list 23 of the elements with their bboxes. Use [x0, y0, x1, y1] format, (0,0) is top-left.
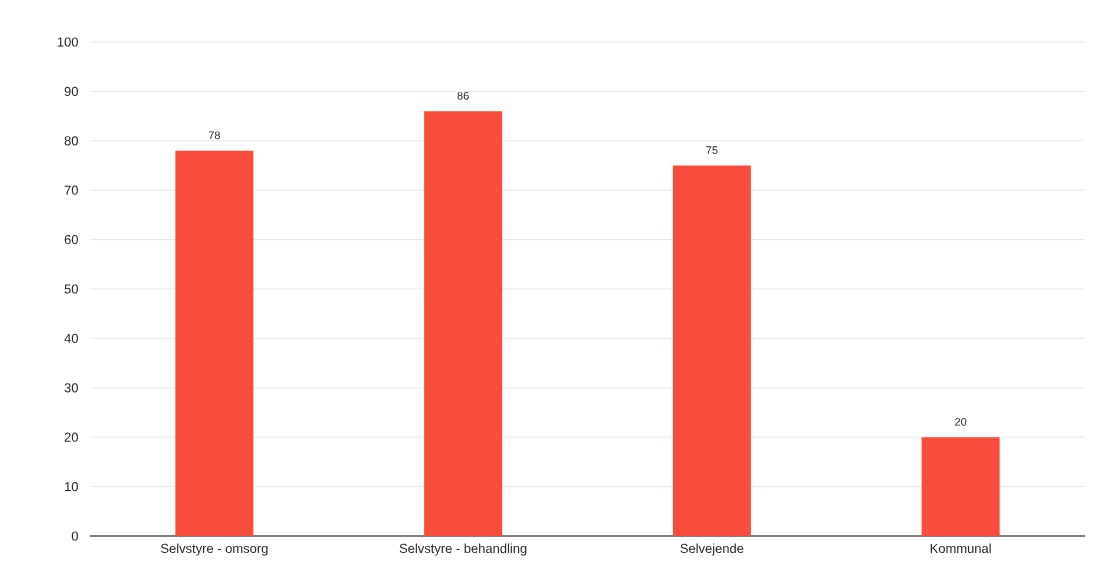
bar: [921, 437, 1000, 536]
bar: [424, 111, 503, 536]
x-tick-label: Selvejende: [680, 543, 744, 556]
bar: [672, 165, 751, 536]
data-label: 78: [208, 131, 220, 140]
y-tick-label: 80: [64, 136, 78, 146]
x-tick-label: Selvstyre - omsorg: [160, 543, 268, 556]
y-tick-label: 100: [57, 37, 78, 47]
y-tick-label: 30: [64, 383, 78, 393]
bar: [175, 150, 254, 536]
y-tick-label: 40: [64, 333, 78, 343]
data-label: 75: [706, 146, 718, 154]
y-tick-label: 60: [64, 235, 78, 245]
y-tick-label: 20: [64, 432, 78, 442]
data-label: 20: [955, 417, 967, 426]
y-tick-label: 0: [71, 531, 78, 541]
y-tick-label: 90: [64, 86, 78, 96]
y-tick-label: 10: [65, 482, 78, 492]
x-tick-label: Selvstyre - behandling: [399, 543, 527, 556]
y-tick-label: 70: [64, 185, 78, 195]
data-label: 86: [457, 91, 469, 100]
y-tick-label: 50: [64, 284, 78, 294]
x-tick-label: Kommunal: [930, 543, 991, 554]
